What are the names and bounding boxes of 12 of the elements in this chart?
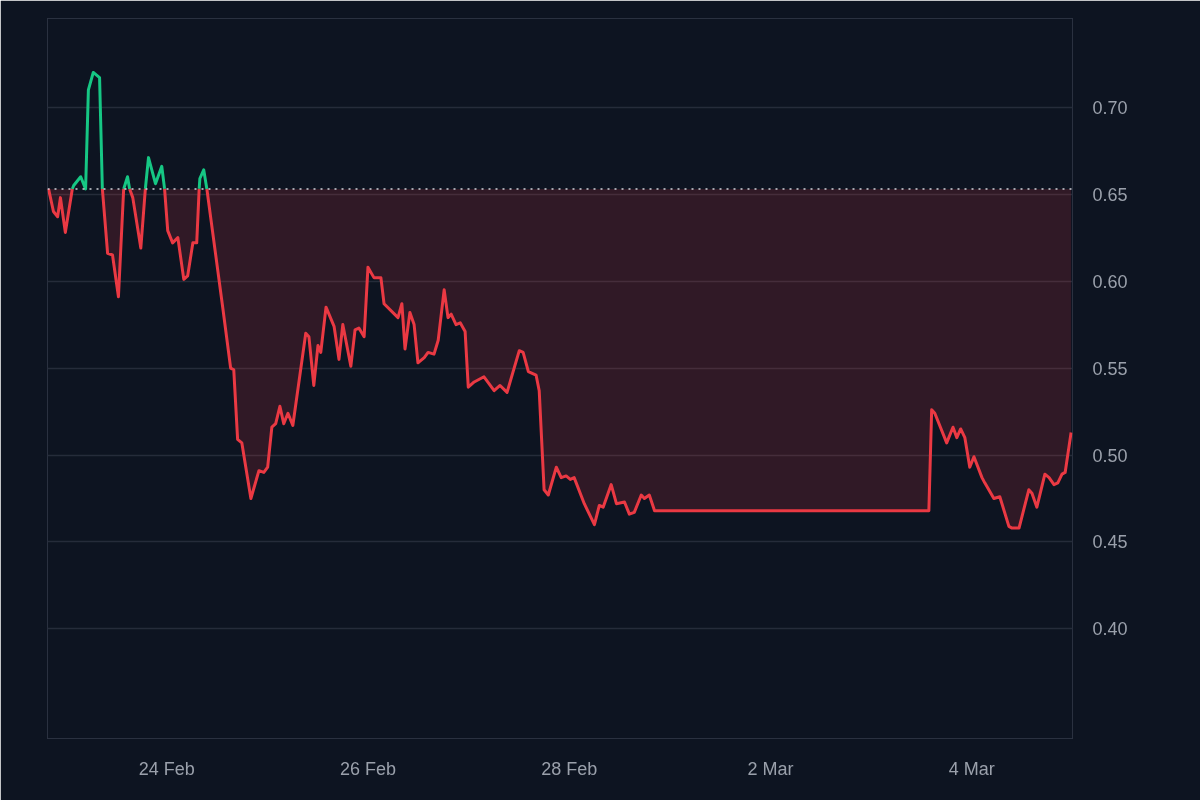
y-tick-label: 0.40: [1092, 619, 1128, 640]
y-tick-label: 0.55: [1092, 358, 1128, 379]
x-tick-label: 4 Mar: [948, 758, 995, 779]
x-tick-label: 2 Mar: [747, 758, 794, 779]
y-tick-label: 0.50: [1092, 445, 1128, 466]
y-tick-label: 0.65: [1092, 184, 1128, 205]
x-tick-label: 24 Feb: [138, 758, 195, 779]
y-tick-label: 0.45: [1092, 532, 1128, 553]
y-tick-label: 0.70: [1092, 97, 1128, 118]
x-tick-label: 26 Feb: [339, 758, 396, 779]
y-tick-label: 0.60: [1092, 271, 1128, 292]
x-tick-label: 28 Feb: [541, 758, 598, 779]
